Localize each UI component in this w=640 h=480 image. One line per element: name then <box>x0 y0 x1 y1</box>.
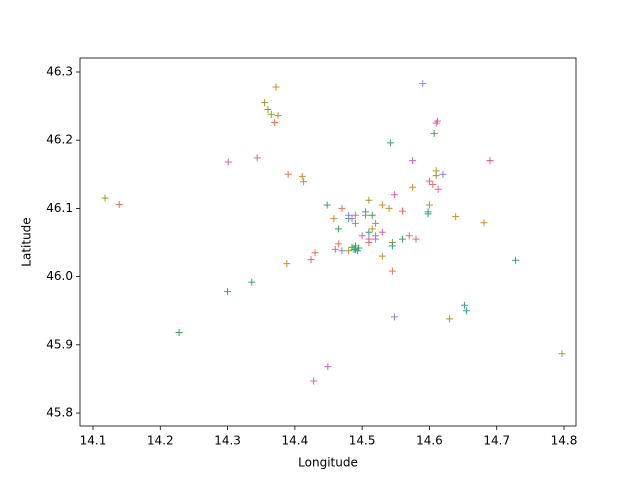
point <box>365 196 373 204</box>
x-tick-label: 14.4 <box>281 434 308 448</box>
point <box>351 211 359 219</box>
x-tick-label: 14.5 <box>349 434 376 448</box>
x-tick-label: 14.7 <box>483 434 510 448</box>
point <box>345 211 353 219</box>
point <box>434 185 442 193</box>
point <box>353 247 361 255</box>
point <box>446 315 454 323</box>
point <box>405 232 413 240</box>
point <box>378 201 386 209</box>
point <box>298 172 306 180</box>
point <box>399 207 407 215</box>
point <box>419 80 427 88</box>
point <box>390 313 398 321</box>
point <box>512 256 520 264</box>
point <box>368 225 376 233</box>
point <box>558 350 566 358</box>
point <box>386 139 394 147</box>
point <box>350 245 358 253</box>
point <box>385 204 393 212</box>
point <box>358 232 366 240</box>
point <box>345 247 353 255</box>
point <box>338 204 346 212</box>
point <box>409 157 417 165</box>
point <box>429 181 437 189</box>
point <box>486 157 494 165</box>
point <box>248 278 256 286</box>
y-tick-label: 46.1 <box>46 201 73 215</box>
point <box>310 377 318 385</box>
point <box>307 256 315 264</box>
point <box>331 245 339 253</box>
point <box>439 170 447 178</box>
point <box>274 112 282 120</box>
y-tick-label: 45.8 <box>46 406 73 420</box>
point <box>452 213 460 221</box>
point <box>480 219 488 227</box>
point <box>409 183 417 191</box>
point <box>261 99 269 107</box>
point <box>365 235 373 243</box>
point <box>324 363 332 371</box>
point <box>224 158 232 166</box>
point <box>425 177 433 185</box>
point <box>335 225 343 233</box>
point <box>330 215 338 223</box>
point <box>101 194 109 202</box>
point <box>430 129 438 137</box>
point <box>390 191 398 199</box>
point <box>378 228 386 236</box>
point <box>271 118 279 126</box>
point <box>462 307 470 315</box>
point <box>432 119 440 127</box>
point <box>372 219 380 227</box>
point <box>362 211 370 219</box>
plot-frame <box>79 57 577 427</box>
point <box>365 228 373 236</box>
y-tick-label: 46.3 <box>46 64 73 78</box>
point <box>283 260 291 268</box>
x-tick-label: 14.1 <box>80 434 107 448</box>
point <box>351 219 359 227</box>
point <box>264 106 272 113</box>
point <box>272 83 280 91</box>
y-axis-label: Latitude <box>20 217 34 266</box>
point <box>372 235 380 243</box>
x-tick-label: 14.8 <box>551 434 578 448</box>
point <box>399 235 407 243</box>
point <box>284 170 292 178</box>
y-tick-label: 46.0 <box>46 269 73 283</box>
y-tick-label: 46.2 <box>46 133 73 147</box>
point <box>323 201 331 209</box>
point <box>311 249 319 257</box>
point <box>267 110 275 118</box>
point <box>338 247 346 255</box>
point <box>424 210 432 218</box>
x-tick-label: 14.6 <box>416 434 443 448</box>
point <box>335 240 343 248</box>
point <box>412 235 420 243</box>
point <box>224 288 232 296</box>
x-tick-label: 14.2 <box>147 434 174 448</box>
point <box>425 201 433 209</box>
point <box>388 242 396 250</box>
point <box>253 154 261 162</box>
point <box>460 301 468 309</box>
y-tick-label: 45.9 <box>46 337 73 351</box>
point <box>175 329 183 337</box>
point <box>388 267 396 275</box>
point <box>300 178 308 186</box>
point <box>368 211 376 219</box>
x-axis-label: Longitude <box>298 456 358 470</box>
point <box>348 215 356 223</box>
point <box>115 200 123 208</box>
x-tick-label: 14.3 <box>214 434 241 448</box>
point <box>432 172 440 180</box>
point <box>378 252 386 260</box>
